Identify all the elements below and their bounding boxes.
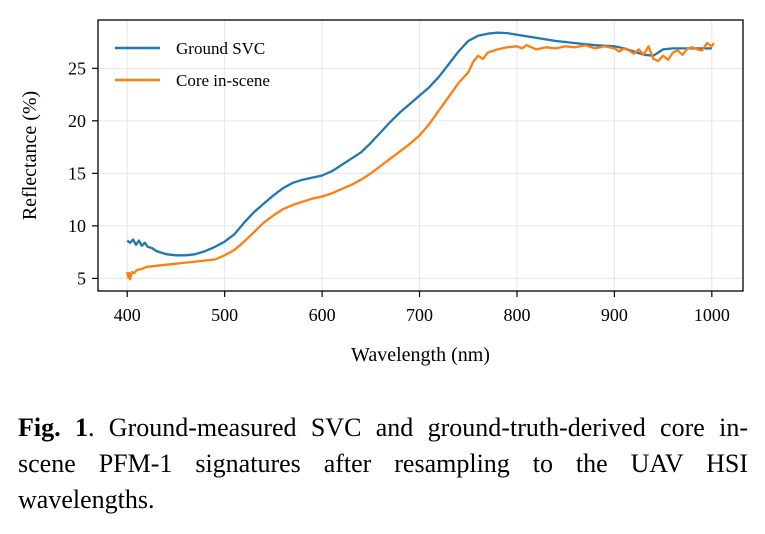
plot-frame bbox=[97, 19, 744, 292]
legend-label: Core in-scene bbox=[176, 71, 270, 90]
chart-series-lines bbox=[126, 31, 715, 281]
y-tick-label: 20 bbox=[68, 111, 86, 131]
x-tick-label: 500 bbox=[211, 305, 238, 325]
x-tick-label: 400 bbox=[114, 305, 141, 325]
x-tick-label: 600 bbox=[309, 305, 336, 325]
x-tick-label: 800 bbox=[503, 305, 530, 325]
chart-legend: Ground SVC Core in-scene bbox=[115, 39, 270, 90]
x-tick-label: 700 bbox=[406, 305, 433, 325]
y-tick-label: 5 bbox=[77, 268, 86, 288]
y-axis-label: Reflectance (%) bbox=[19, 91, 41, 220]
legend-label: Ground SVC bbox=[176, 39, 265, 58]
reflectance-chart: 400 500 600 700 800 900 1000 5 10 15 20 25 Ground … bbox=[19, 19, 744, 366]
y-tick-label: 25 bbox=[68, 58, 86, 78]
chart-grid bbox=[98, 20, 743, 291]
y-tick-label: 10 bbox=[68, 216, 86, 236]
y-tick-label: 15 bbox=[68, 163, 86, 183]
x-tick-label: 1000 bbox=[694, 305, 730, 325]
series-line-1 bbox=[126, 31, 712, 257]
series-line-2 bbox=[126, 41, 715, 281]
x-axis-label: Wavelength (nm) bbox=[351, 344, 490, 366]
x-axis-ticks: 400 500 600 700 800 900 1000 bbox=[114, 291, 730, 325]
x-tick-label: 900 bbox=[601, 305, 628, 325]
figure-caption-text: . Ground-measured SVC and ground-truth-d… bbox=[18, 413, 748, 514]
figure-caption-label: Fig. 1 bbox=[18, 413, 88, 442]
figure-caption: Fig. 1. Ground-measured SVC and ground-t… bbox=[18, 410, 748, 518]
y-axis-ticks: 5 10 15 20 25 bbox=[68, 58, 98, 288]
